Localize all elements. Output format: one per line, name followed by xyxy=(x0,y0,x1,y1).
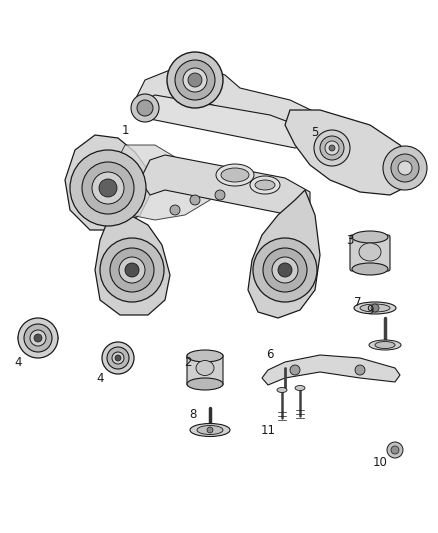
Ellipse shape xyxy=(369,340,401,350)
Text: 5: 5 xyxy=(311,126,319,140)
Text: 7: 7 xyxy=(354,295,362,309)
Circle shape xyxy=(263,248,307,292)
Ellipse shape xyxy=(196,360,214,376)
Ellipse shape xyxy=(221,168,249,182)
Circle shape xyxy=(272,257,298,283)
Polygon shape xyxy=(135,95,310,148)
Circle shape xyxy=(102,342,134,374)
Text: 1: 1 xyxy=(121,124,129,136)
Circle shape xyxy=(24,324,52,352)
Text: 10: 10 xyxy=(373,456,388,469)
Text: 3: 3 xyxy=(346,233,354,246)
Circle shape xyxy=(391,446,399,454)
Ellipse shape xyxy=(352,263,388,275)
Text: 4: 4 xyxy=(96,372,104,384)
Ellipse shape xyxy=(197,425,223,434)
Ellipse shape xyxy=(250,176,280,194)
Circle shape xyxy=(175,60,215,100)
Circle shape xyxy=(92,172,124,204)
Circle shape xyxy=(34,334,42,342)
Circle shape xyxy=(131,94,159,122)
Ellipse shape xyxy=(187,350,223,362)
Circle shape xyxy=(215,190,225,200)
Polygon shape xyxy=(65,135,150,230)
Circle shape xyxy=(398,161,412,175)
Circle shape xyxy=(183,68,207,92)
Circle shape xyxy=(278,263,292,277)
Circle shape xyxy=(391,154,419,182)
Text: 2: 2 xyxy=(184,356,192,368)
Ellipse shape xyxy=(255,180,275,190)
Circle shape xyxy=(100,238,164,302)
Text: 6: 6 xyxy=(266,349,274,361)
Circle shape xyxy=(70,150,146,226)
Circle shape xyxy=(387,442,403,458)
Circle shape xyxy=(30,330,46,346)
Text: 8: 8 xyxy=(189,408,197,422)
Circle shape xyxy=(314,130,350,166)
Circle shape xyxy=(82,162,134,214)
Circle shape xyxy=(188,73,202,87)
Ellipse shape xyxy=(352,231,388,243)
Circle shape xyxy=(119,257,145,283)
FancyBboxPatch shape xyxy=(187,354,223,386)
Circle shape xyxy=(107,347,129,369)
Ellipse shape xyxy=(190,424,230,437)
Ellipse shape xyxy=(277,387,287,392)
Circle shape xyxy=(137,100,153,116)
Text: 9: 9 xyxy=(366,303,374,317)
Ellipse shape xyxy=(354,302,396,314)
Circle shape xyxy=(170,205,180,215)
Circle shape xyxy=(253,238,317,302)
Ellipse shape xyxy=(375,342,395,349)
Circle shape xyxy=(115,355,121,361)
Circle shape xyxy=(325,141,339,155)
Circle shape xyxy=(110,248,154,292)
Polygon shape xyxy=(140,155,310,215)
Circle shape xyxy=(383,146,427,190)
Polygon shape xyxy=(248,190,320,318)
Polygon shape xyxy=(262,355,400,385)
Polygon shape xyxy=(135,68,320,130)
Polygon shape xyxy=(95,215,170,315)
Polygon shape xyxy=(285,110,415,195)
Circle shape xyxy=(207,427,213,433)
Ellipse shape xyxy=(295,385,305,391)
Circle shape xyxy=(190,195,200,205)
FancyBboxPatch shape xyxy=(350,235,390,271)
Circle shape xyxy=(355,365,365,375)
Ellipse shape xyxy=(216,164,254,186)
Circle shape xyxy=(329,145,335,151)
Circle shape xyxy=(290,365,300,375)
Circle shape xyxy=(125,263,139,277)
Circle shape xyxy=(167,52,223,108)
Ellipse shape xyxy=(359,243,381,261)
Ellipse shape xyxy=(360,304,390,312)
Circle shape xyxy=(320,136,344,160)
Text: 4: 4 xyxy=(14,356,22,368)
Polygon shape xyxy=(115,145,210,220)
Ellipse shape xyxy=(187,378,223,390)
Text: 11: 11 xyxy=(261,424,276,437)
Circle shape xyxy=(371,304,379,312)
Circle shape xyxy=(112,352,124,364)
Circle shape xyxy=(99,179,117,197)
Circle shape xyxy=(18,318,58,358)
